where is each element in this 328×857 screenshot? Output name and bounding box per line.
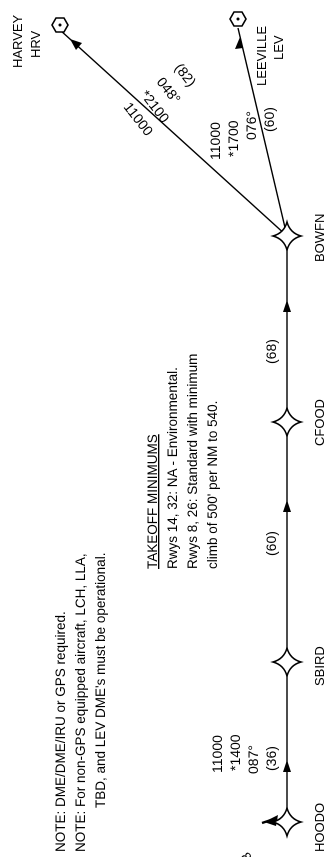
vor-leeville-center <box>236 17 240 21</box>
fix-bowfn-label: BOWFN <box>312 214 327 262</box>
vor-harvey-center <box>58 23 62 27</box>
fix-bowfn-icon <box>270 219 304 253</box>
fix-hoodo-label: HOODO <box>312 803 327 852</box>
inbound-leg-line <box>261 816 278 825</box>
navaid-harvey-name: HARVEY <box>10 14 25 68</box>
navaid-leeville-name: LEEVILLE <box>254 26 269 86</box>
arrow-cfood-bowfn <box>283 300 291 312</box>
hoodo-sbird-course: 087° <box>245 745 261 774</box>
fix-cfood-icon <box>270 405 304 439</box>
partial-route-label: 800 0 <box>238 849 272 857</box>
fix-hoodo-icon <box>270 805 304 839</box>
hoodo-sbird-mea: *1400 <box>227 734 243 771</box>
sbird-cfood-distance: (60) <box>263 531 279 556</box>
takeoff-minimums-line-3: climb of 500' per NM to 540. <box>205 401 220 569</box>
takeoff-minimums-line-1: Rwys 14, 32: NA - Environmental. <box>165 367 180 569</box>
arrow-hoodo-sbird <box>283 760 291 772</box>
bowfn-leeville-course: 076° <box>243 111 259 140</box>
fix-cfood-label: CFOOD <box>312 399 327 446</box>
route-line-bowfn-harvey <box>59 29 288 237</box>
takeoff-minimums-heading: TAKEOFF MINIMUMS <box>145 434 160 569</box>
bowfn-leeville-distance: (60) <box>261 107 277 132</box>
note-line-3: TBD, and LEV DME's must be operational. <box>93 553 108 808</box>
arrow-sbird-cfood <box>283 500 291 512</box>
note-line-2: NOTE: For non-GPS equipped aircraft, LCH… <box>73 553 88 852</box>
navaid-harvey-ident: HRV <box>28 30 43 58</box>
fix-sbird-icon <box>270 645 304 679</box>
hoodo-sbird-altitude: 11000 <box>209 735 225 773</box>
note-line-1: NOTE: DME/DME/IRU or GPS required. <box>53 611 68 852</box>
hoodo-sbird-distance: (36) <box>263 746 279 771</box>
fix-sbird-label: SBIRD <box>312 646 327 686</box>
bowfn-leeville-mea: *1700 <box>225 120 241 157</box>
cfood-bowfn-distance: (68) <box>263 339 279 364</box>
bowfn-leeville-altitude: 11000 <box>207 122 223 160</box>
route-line-bowfn-leeville <box>237 27 288 237</box>
navaid-leeville-ident: LEV <box>271 35 286 60</box>
takeoff-minimums-line-2: Rwys 8, 26: Standard with minimum <box>185 354 200 569</box>
arrow-to-harvey <box>70 39 82 50</box>
arrow-to-leeville <box>235 37 243 49</box>
